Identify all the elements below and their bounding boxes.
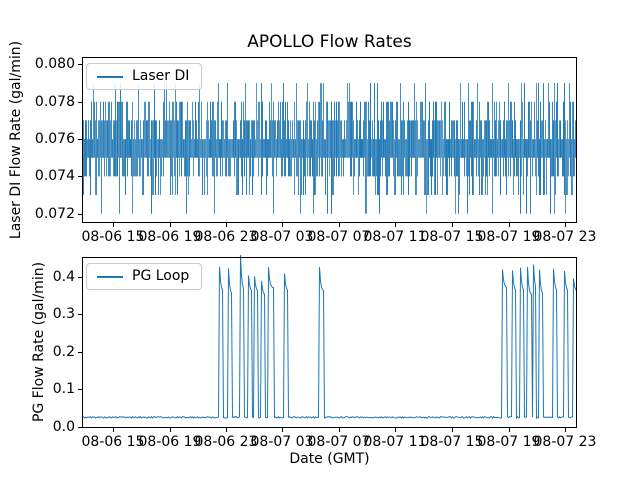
y-tick-mark [78,389,82,390]
x-tick-label: 08-07 11 [363,434,427,450]
x-tick-mark [339,428,340,432]
y-tick-mark [78,64,82,65]
x-tick-mark [226,428,227,432]
pg-loop-legend: PG Loop [86,263,203,290]
x-tick-mark [226,223,227,227]
y-tick-label: 0.4 [52,269,75,285]
x-tick-mark [113,223,114,227]
y-tick-mark [78,352,82,353]
y-tick-mark [78,214,82,215]
y-tick-mark [78,277,82,278]
y-tick-mark [78,176,82,177]
x-tick-mark [509,223,510,227]
x-tick-label: 08-07 07 [307,434,371,450]
laser-di-legend-line-sample [97,75,123,78]
x-tick-mark [170,223,171,227]
x-tick-label: 08-07 11 [363,229,427,245]
pg-loop-plot-area: PG Loop 08-06 15 08-06 19 08-06 23 08-07 03… [53,255,596,450]
x-tick-label: 08-06 19 [138,434,202,450]
pg-loop-line-series [82,255,577,428]
x-tick-label: 08-06 23 [194,434,258,450]
laser-di-line-series [82,57,577,223]
x-tick-mark [565,223,566,227]
y-tick-label: 0.078 [34,94,75,110]
x-tick-label: 08-07 23 [533,434,597,450]
x-tick-mark [170,428,171,432]
x-tick-mark [565,428,566,432]
x-tick-mark [395,428,396,432]
pg-loop-legend-line-sample [97,275,123,278]
y-tick-label: 0.076 [34,131,75,147]
y-tick-mark [78,314,82,315]
x-tick-label: 08-07 15 [420,229,484,245]
x-tick-mark [395,223,396,227]
y-tick-label: 0.074 [34,168,75,184]
laser-di-plot-area: Laser DI 08-06 15 08-06 19 08-06 23 08-07 0… [35,56,597,245]
x-tick-mark [509,428,510,432]
y-tick-label: 0.2 [52,344,75,360]
y-tick-label: 0.080 [34,56,75,72]
y-tick-mark [78,139,82,140]
x-tick-label: 08-07 23 [533,229,597,245]
y-tick-label: 0.3 [52,306,75,322]
x-tick-mark [452,223,453,227]
laser-di-y-axis-label: Laser DI Flow Rate (gal/min) [8,40,24,240]
y-tick-label: 0.0 [52,419,75,435]
x-tick-label: 08-07 19 [477,229,541,245]
x-tick-mark [282,223,283,227]
x-tick-label: 08-07 07 [307,229,371,245]
laser-di-legend: Laser DI [86,63,203,90]
x-tick-label: 08-07 03 [250,434,314,450]
x-tick-label: 08-06 15 [81,434,145,450]
x-tick-mark [339,223,340,227]
x-tick-label: 08-06 15 [81,229,145,245]
x-tick-label: 08-07 19 [477,434,541,450]
y-tick-mark [78,427,82,428]
x-tick-mark [452,428,453,432]
laser-di-legend-label: Laser DI [132,68,190,84]
x-tick-mark [113,428,114,432]
x-tick-label: 08-07 03 [250,229,314,245]
x-tick-label: 08-06 19 [138,229,202,245]
pg-loop-y-axis-label: PG Flow Rate (gal/min) [31,261,47,423]
x-tick-mark [282,428,283,432]
figure-title: APOLLO Flow Rates [247,32,412,52]
y-tick-label: 0.072 [34,206,75,222]
y-tick-label: 0.1 [52,381,75,397]
x-tick-label: 08-06 23 [194,229,258,245]
x-axis-label: Date (GMT) [289,451,370,467]
x-tick-label: 08-07 15 [420,434,484,450]
pg-loop-legend-label: PG Loop [132,268,190,284]
y-tick-mark [78,102,82,103]
